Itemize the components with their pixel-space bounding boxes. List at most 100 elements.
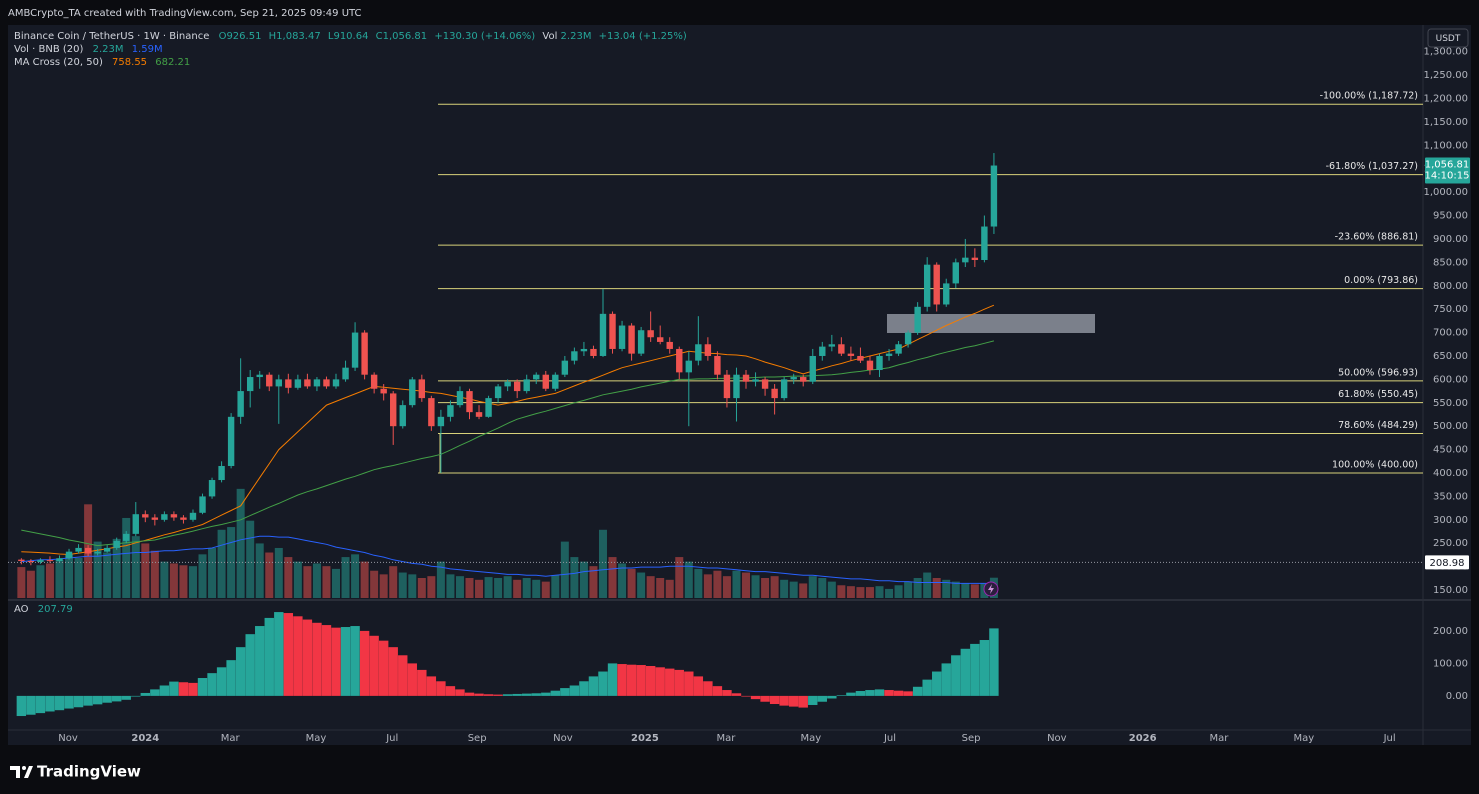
candle-body xyxy=(542,374,549,389)
candle-body xyxy=(46,560,54,562)
volume-bar xyxy=(722,576,731,598)
ao-tick-label: 200.00 xyxy=(1433,626,1468,637)
volume-bar xyxy=(131,536,140,598)
ao-bar xyxy=(150,689,160,696)
candle-body xyxy=(752,379,759,382)
ao-bar xyxy=(483,694,494,696)
y-tick-label: 950.00 xyxy=(1433,211,1468,222)
volume-bar xyxy=(484,577,493,598)
volume-bar xyxy=(627,568,636,598)
candle-body xyxy=(656,337,664,342)
ao-bar xyxy=(226,660,236,696)
volume-bar xyxy=(846,586,855,598)
ao-bar xyxy=(474,693,484,696)
ao-bar xyxy=(769,695,780,705)
y-tick-label: 1,300.00 xyxy=(1423,47,1468,58)
currency-button[interactable] xyxy=(1427,28,1469,48)
ao-name: AO xyxy=(14,604,29,615)
ao-bar xyxy=(665,668,675,696)
candle-body xyxy=(142,514,149,518)
volume-bar xyxy=(742,572,751,598)
volume-bar xyxy=(770,576,779,598)
y-tick-label: 500.00 xyxy=(1433,421,1468,432)
y-tick-label: 550.00 xyxy=(1433,398,1468,409)
candle-body xyxy=(923,264,931,307)
ao-bar xyxy=(522,693,532,696)
legend-volume: Vol · BNB (20) 2.23M 1.59M xyxy=(14,44,163,55)
candle-body xyxy=(971,257,979,261)
volume-bar xyxy=(885,588,894,598)
fib-label: 78.60% (484.29) xyxy=(1338,420,1418,431)
fib-label: 61.80% (550.45) xyxy=(1338,389,1418,400)
candle-body xyxy=(895,344,902,354)
volume-bar xyxy=(703,574,712,598)
candle-body xyxy=(390,393,397,427)
volume-bar xyxy=(17,567,26,598)
ao-bar xyxy=(45,695,55,712)
logo-dot xyxy=(22,766,26,770)
candle-body xyxy=(704,344,712,356)
legend-low: L910.64 xyxy=(328,31,369,42)
candle-body xyxy=(990,165,998,227)
volume-bar xyxy=(74,557,83,598)
ao-bar xyxy=(378,640,389,696)
ao-bar xyxy=(512,693,522,696)
candle-body xyxy=(123,533,130,541)
volume-bar xyxy=(942,579,951,598)
volume-bar xyxy=(351,554,360,598)
candle-body xyxy=(943,283,950,305)
x-tick-label: May xyxy=(306,733,327,744)
legend-vol-value: 2.23M xyxy=(561,31,592,42)
ao-bar xyxy=(912,686,923,696)
candle-body xyxy=(285,379,292,388)
volume-bar xyxy=(618,563,627,598)
candle-body xyxy=(561,360,569,375)
candle-body xyxy=(399,405,406,427)
candle-body xyxy=(666,341,673,349)
ao-bar xyxy=(970,643,980,696)
volume-bar xyxy=(436,561,445,598)
ao-bar xyxy=(111,695,122,702)
ao-bar xyxy=(312,622,322,696)
volume-bar xyxy=(274,547,283,598)
ao-bar xyxy=(760,695,770,702)
ao-bar xyxy=(626,664,637,696)
ao-bar xyxy=(464,692,475,696)
fib-label: -61.80% (1,037.27) xyxy=(1326,161,1418,172)
ma50-value: 682.21 xyxy=(155,57,190,68)
volume-bar xyxy=(417,577,426,598)
candle-body xyxy=(857,355,864,361)
volume-ma-value: 1.59M xyxy=(132,44,163,55)
ao-tick-label: 0.00 xyxy=(1446,691,1468,702)
volume-bar xyxy=(494,577,503,598)
candle-body xyxy=(199,496,206,513)
ao-bar xyxy=(26,695,36,715)
candle-body xyxy=(428,398,435,427)
volume-bar xyxy=(265,552,274,598)
logo-mark xyxy=(10,766,33,778)
candle-body xyxy=(685,360,693,373)
volume-bar xyxy=(236,488,245,598)
currency-label[interactable]: USDT xyxy=(1436,34,1461,44)
volume-bar xyxy=(103,552,112,598)
volume-bar xyxy=(875,586,884,598)
candle-body xyxy=(208,480,216,497)
y-tick-label: 600.00 xyxy=(1433,374,1468,385)
volume-bar xyxy=(332,568,341,598)
volume-bar xyxy=(808,576,817,598)
ao-bar xyxy=(388,647,398,696)
fib-label: 50.00% (596.93) xyxy=(1338,367,1418,378)
current-price-label: 1,056.81 xyxy=(1425,160,1470,171)
ao-bar xyxy=(827,695,837,699)
ma20-value: 758.55 xyxy=(112,57,147,68)
candle-body xyxy=(933,264,940,305)
candle-body xyxy=(351,332,359,368)
ao-bar xyxy=(655,667,665,696)
candle-body xyxy=(533,374,540,380)
y-tick-label: 1,200.00 xyxy=(1423,93,1468,104)
candle-body xyxy=(676,348,683,373)
legend-vol-change: +13.04 (+1.25%) xyxy=(599,31,687,42)
ao-bar xyxy=(798,695,808,708)
chart-title: AMBCrypto_TA created with TradingView.co… xyxy=(8,8,362,19)
ao-bar xyxy=(207,673,217,696)
